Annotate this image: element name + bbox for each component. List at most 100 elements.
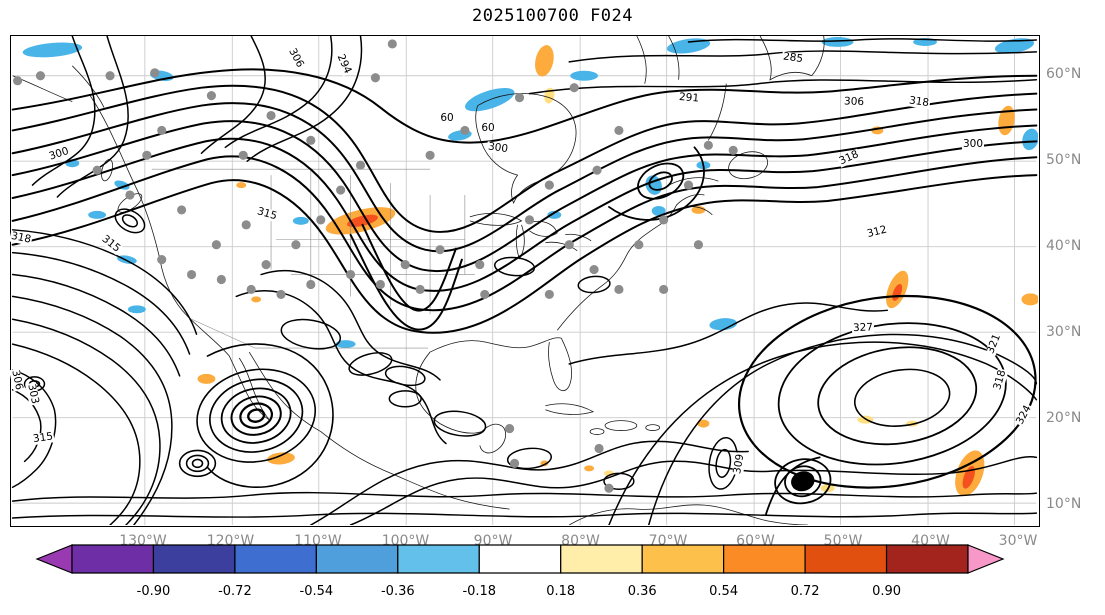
station-dot xyxy=(544,180,554,190)
station-dot xyxy=(261,260,271,270)
anomaly-patch-blue xyxy=(127,305,146,314)
colorbar-segment xyxy=(723,544,806,574)
station-dot xyxy=(276,289,286,299)
anomaly-patch-orange xyxy=(251,296,262,303)
anomaly-patch-blue xyxy=(994,38,1035,54)
anomaly-patch-blue xyxy=(292,216,309,225)
x-tick-label: 30°W xyxy=(998,533,1038,549)
station-dot xyxy=(415,284,425,295)
colorbar-tick-label: -0.18 xyxy=(462,584,496,599)
colorbar-segment xyxy=(152,544,236,574)
shaded-anomalies xyxy=(22,36,1038,497)
station-dot xyxy=(564,240,574,250)
station-dot xyxy=(594,443,604,454)
contour-label: 60 xyxy=(480,121,496,134)
station-dot xyxy=(206,91,216,101)
page-title: 2025100700 F024 xyxy=(471,6,634,26)
coastlines xyxy=(12,36,825,525)
station-dot xyxy=(505,424,515,434)
anomaly-patch-blue xyxy=(117,255,137,264)
colorbar-segment xyxy=(478,544,562,574)
station-dot xyxy=(589,264,599,275)
station-dot xyxy=(177,205,187,215)
grid-lines xyxy=(12,36,1037,525)
anomaly-patch-orange xyxy=(267,452,295,465)
colorbar-tick-label: 0.36 xyxy=(628,584,657,599)
anomaly-patch-orange xyxy=(697,419,710,428)
station-dot xyxy=(460,125,470,135)
station-dot xyxy=(266,110,276,121)
station-dot xyxy=(514,93,525,103)
station-dot xyxy=(35,71,46,81)
contour-label: 285 xyxy=(781,50,805,66)
contour-label: 306 xyxy=(842,95,866,109)
contour-label: 60 xyxy=(439,111,455,124)
colorbar-under-arrow xyxy=(35,544,73,574)
station-dot xyxy=(524,215,535,225)
station-dot xyxy=(157,125,167,135)
contour-label: 327 xyxy=(851,321,875,335)
station-dot xyxy=(211,240,221,250)
colorbar-tick-label: -0.90 xyxy=(137,584,171,599)
map-canvas xyxy=(11,36,1038,525)
y-tick-label: 60°N xyxy=(1046,66,1082,82)
colorbar-segment xyxy=(234,544,317,574)
station-dot xyxy=(634,240,644,250)
y-tick-label: 50°N xyxy=(1046,152,1082,168)
anomaly-patch-blue xyxy=(821,36,854,47)
y-tick-label: 30°N xyxy=(1046,324,1082,340)
contour-label: 300 xyxy=(486,140,510,156)
station-dot xyxy=(400,260,410,270)
colorbar-segment xyxy=(71,544,155,574)
y-tick-label: 20°N xyxy=(1046,410,1082,426)
contour-label: 300 xyxy=(961,137,985,150)
colorbar-tick-label: -0.36 xyxy=(381,584,415,599)
station-dot xyxy=(614,125,624,135)
station-dot xyxy=(92,165,102,175)
station-dot xyxy=(693,240,704,250)
anomaly-patch-orange xyxy=(1021,293,1038,306)
anomaly-patch-orange xyxy=(998,105,1015,136)
anomaly-patch-orange xyxy=(584,465,595,472)
anomaly-patch-orange xyxy=(535,45,554,77)
colorbar-tick-label: 0.54 xyxy=(709,584,738,599)
anomaly-patch-blue xyxy=(709,318,738,331)
station-dot xyxy=(157,255,167,265)
station-dot xyxy=(105,71,115,81)
station-dot xyxy=(241,220,251,230)
colorbar-over-arrow xyxy=(967,544,1005,574)
station-dot xyxy=(604,483,614,493)
station-dot xyxy=(683,180,694,190)
anomaly-patch-blue xyxy=(114,180,130,190)
colorbar-segment xyxy=(641,544,725,574)
colorbar: -0.90 -0.72 -0.54 -0.36 -0.18 0.18 0.36 0.54 0.7… xyxy=(35,544,1005,599)
station-dot xyxy=(475,260,485,270)
colorbar-segment xyxy=(560,544,643,574)
colorbar-segment xyxy=(885,544,969,574)
anomaly-patch-blue xyxy=(22,42,83,58)
anomaly-patch-orange xyxy=(197,373,216,384)
station-dot xyxy=(544,289,554,299)
map-plot-area: 300 318 315 306 303 315 306 294 60 60 300 285 291 306… xyxy=(9,35,1040,527)
colorbar-tick-label: 0.72 xyxy=(791,584,820,599)
station-dot xyxy=(509,458,520,468)
station-dot xyxy=(216,274,226,285)
anomaly-patch-red xyxy=(347,214,378,228)
anomaly-patch-blue xyxy=(335,340,356,349)
contour-label: 318 xyxy=(907,94,931,110)
contour-lines xyxy=(11,36,1038,525)
anomaly-patch-blue xyxy=(570,70,599,81)
station-dot xyxy=(425,150,435,160)
colorbar-tick-label: 0.90 xyxy=(872,584,901,599)
y-tick-label: 10°N xyxy=(1046,496,1082,512)
station-dot xyxy=(370,73,380,83)
station-dot xyxy=(345,269,356,280)
colorbar-segment xyxy=(315,544,399,574)
anomaly-patch-blue xyxy=(88,210,107,219)
anomaly-patch-blue xyxy=(666,38,711,54)
station-dot xyxy=(569,83,579,93)
colorbar-tick-label: 0.18 xyxy=(546,584,575,599)
station-dot xyxy=(375,279,385,290)
station-dot xyxy=(13,76,23,86)
